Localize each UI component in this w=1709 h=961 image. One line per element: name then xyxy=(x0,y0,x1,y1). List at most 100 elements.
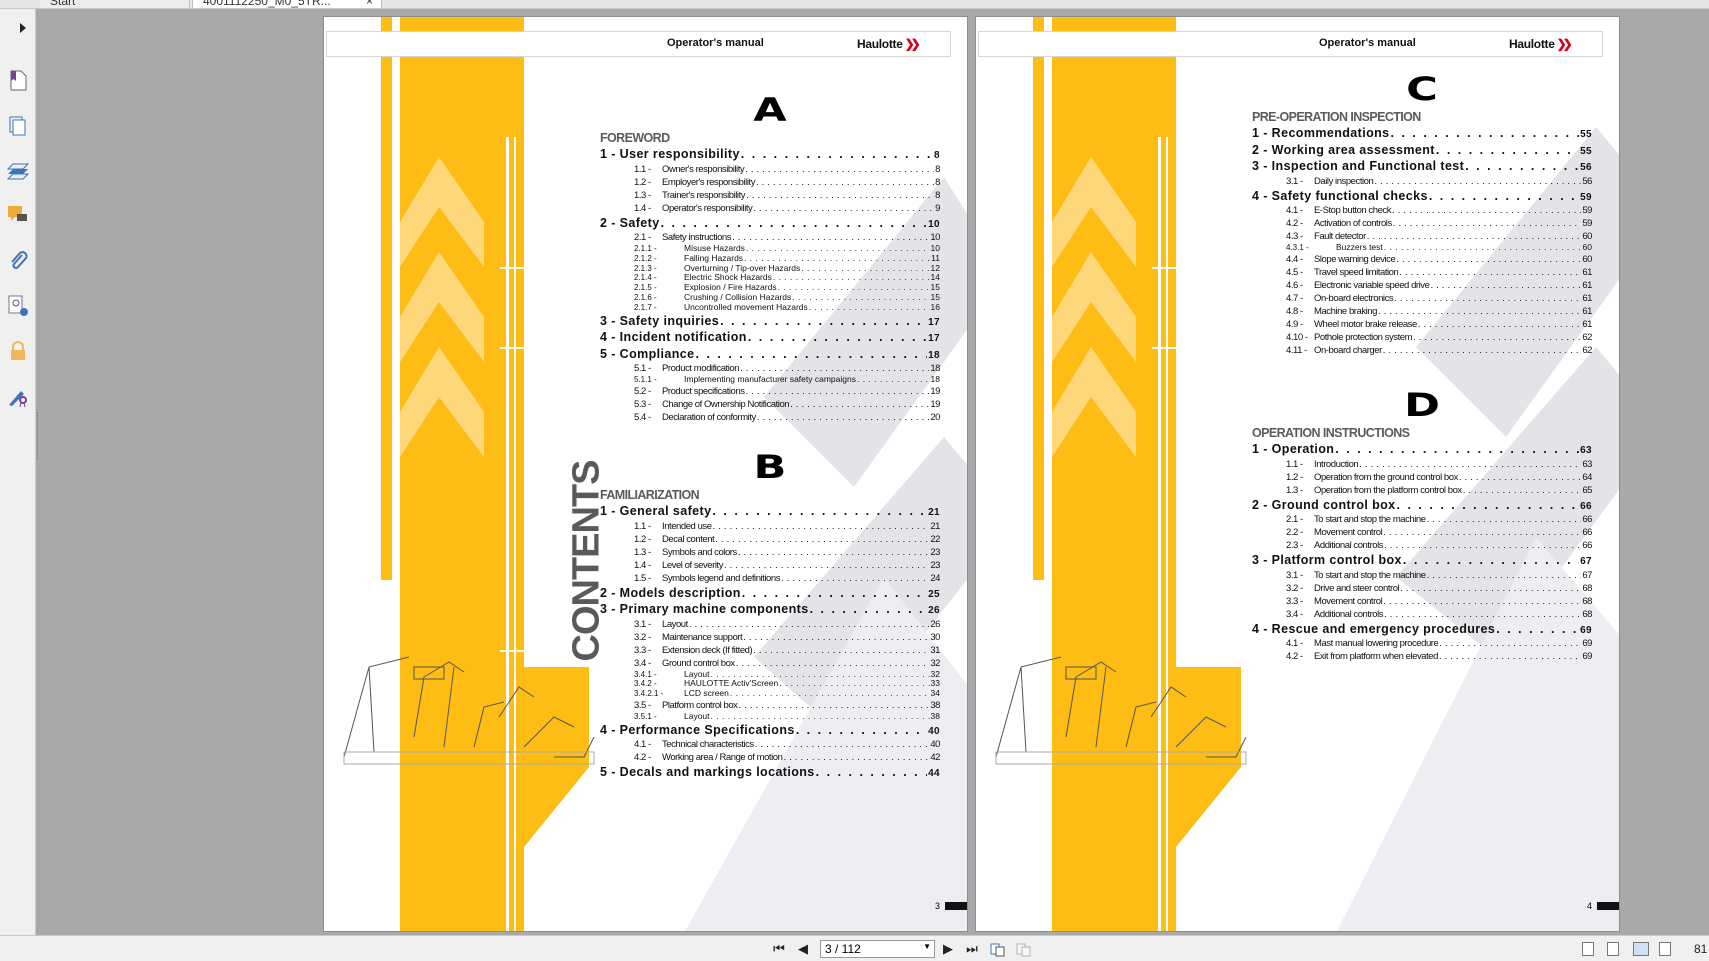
toc-entry-title[interactable]: Additional controls xyxy=(1314,540,1384,551)
toc-entry-title[interactable]: Movement control xyxy=(1314,527,1383,538)
toc-entry-title[interactable]: Introduction xyxy=(1314,458,1359,470)
toc-entry[interactable]: 2.1.4 - Electric Shock Hazards 14 xyxy=(600,273,940,283)
toc-entry-page[interactable]: 40 xyxy=(928,725,940,737)
toc-entry-title[interactable]: Wheel motor brake release xyxy=(1314,318,1417,330)
toc-entry-page[interactable]: 66 xyxy=(1582,527,1592,538)
toc-entry-title[interactable]: E-Stop button check xyxy=(1314,205,1392,216)
toc-entry-title[interactable]: Travel speed limitation xyxy=(1314,266,1399,278)
toc-entry-page[interactable]: 61 xyxy=(1582,266,1592,278)
toc-entry-page[interactable]: 16 xyxy=(930,301,940,312)
toc-entry-title[interactable]: 3 - Inspection and Functional test xyxy=(1252,159,1465,173)
toc-entry-title[interactable]: Activation of controls xyxy=(1314,218,1392,229)
page-number-input[interactable]: 3 / 112 ▼ xyxy=(820,940,935,958)
toc-entry[interactable]: 4.9 - Wheel motor brake release 61 xyxy=(1252,318,1592,331)
toc-entry[interactable]: 2 - Working area assessment 55 xyxy=(1252,142,1592,159)
toc-entry[interactable]: 2.1.5 - Explosion / Fire Hazards 15 xyxy=(600,282,940,293)
certify-icon[interactable] xyxy=(7,386,29,408)
toc-entry[interactable]: 2.1.2 - Falling Hazards 11 xyxy=(600,253,940,264)
toc-entry[interactable]: 4.7 - On-board electronics 61 xyxy=(1252,292,1592,305)
toc-entry-page[interactable]: 19 xyxy=(930,385,940,397)
toc-entry-title[interactable]: On-board electronics xyxy=(1314,292,1394,304)
toc-entry-page[interactable]: 17 xyxy=(928,333,940,345)
toc-entry-page[interactable]: 60 xyxy=(1582,242,1592,252)
toc-entry[interactable]: 2.1.6 - Crushing / Collision Hazards 15 xyxy=(600,291,940,303)
toc-entry-page[interactable]: 15 xyxy=(930,291,940,302)
toc-entry[interactable]: 1.2 - Operation from the ground control b… xyxy=(1252,471,1592,484)
toc-entry-title[interactable]: 1 - User responsibility xyxy=(600,147,740,161)
toc-entry-page[interactable]: 23 xyxy=(930,546,940,558)
toc-entry-page[interactable]: 67 xyxy=(1582,569,1592,581)
toc-entry-page[interactable]: 59 xyxy=(1582,205,1592,216)
toc-entry-title[interactable]: 1 - General safety xyxy=(600,504,712,518)
toc-entry-page[interactable]: 24 xyxy=(930,572,940,584)
toc-entry[interactable]: 4.6 - Electronic variable speed drive 61 xyxy=(1252,279,1592,292)
toc-entry-page[interactable]: 33 xyxy=(930,678,940,689)
toc-entry[interactable]: 1.3 - Symbols and colors 23 xyxy=(600,546,940,559)
toc-entry-title[interactable]: Layout xyxy=(684,668,710,679)
toc-entry[interactable]: 3.2 - Drive and steer control 68 xyxy=(1252,582,1592,595)
pages-icon[interactable] xyxy=(7,115,29,137)
toc-entry-page[interactable]: 21 xyxy=(930,520,940,532)
toc-entry-title[interactable]: Employer's responsibility xyxy=(662,176,755,188)
toc-entry-title[interactable]: Ground control box xyxy=(662,657,735,669)
toc-entry-page[interactable]: 21 xyxy=(928,507,940,518)
toc-entry-page[interactable]: 65 xyxy=(1582,484,1592,496)
toc-entry-page[interactable]: 68 xyxy=(1582,595,1592,607)
toc-entry-page[interactable]: 8 xyxy=(935,189,940,201)
toc-entry-title[interactable]: Additional controls xyxy=(1314,608,1384,620)
toc-entry[interactable]: 5.2 - Product specifications 19 xyxy=(600,385,940,398)
toc-entry-title[interactable]: Layout xyxy=(662,618,688,630)
toc-entry[interactable]: 4 - Incident notification 17 xyxy=(600,329,940,346)
toc-entry[interactable]: 3.3 - Movement control 68 xyxy=(1252,595,1592,608)
toc-entry-page[interactable]: 60 xyxy=(1582,231,1592,242)
toc-entry-page[interactable]: 30 xyxy=(930,631,940,643)
toc-entry-page[interactable]: 59 xyxy=(1580,191,1592,203)
two-page-view-icon[interactable] xyxy=(1633,942,1649,956)
bookmark-icon[interactable] xyxy=(7,69,29,91)
toc-entry-page[interactable]: 62 xyxy=(1582,344,1592,356)
toc-entry-page[interactable]: 10 xyxy=(928,218,940,230)
toc-entry-title[interactable]: Declaration of conformity xyxy=(662,411,756,423)
toc-entry[interactable]: 1.2 - Decal content 22 xyxy=(600,533,940,546)
toc-entry[interactable]: 5.3 - Change of Ownership Notification 19 xyxy=(600,398,940,411)
toc-entry-page[interactable]: 15 xyxy=(930,282,940,293)
toc-entry[interactable]: 1.4 - Operator's responsibility 9 xyxy=(600,202,940,215)
toc-entry-page[interactable]: 23 xyxy=(930,559,940,571)
toc-entry-title[interactable]: 2 - Safety xyxy=(600,215,660,230)
toc-entry-page[interactable]: 67 xyxy=(1580,556,1592,567)
toc-entry[interactable]: 5.4 - Declaration of conformity 20 xyxy=(600,411,940,424)
toc-entry-page[interactable]: 59 xyxy=(1582,218,1592,229)
toc-entry-page[interactable]: 22 xyxy=(930,533,940,545)
toc-entry-title[interactable]: Mast manual lowering procedure xyxy=(1314,638,1439,649)
toc-entry[interactable]: 3.4 - Additional controls 68 xyxy=(1252,608,1592,621)
previous-view-icon[interactable] xyxy=(989,940,1007,958)
two-page-continuous-view-icon[interactable] xyxy=(1659,942,1671,956)
toc-entry-title[interactable]: Operation from the platform control box xyxy=(1314,484,1462,496)
toc-entry[interactable]: 1.3 - Trainer's responsibility 8 xyxy=(600,189,940,202)
toc-entry[interactable]: 2.3 - Additional controls 66 xyxy=(1252,539,1592,552)
toc-entry[interactable]: 2.2 - Movement control 66 xyxy=(1252,526,1592,539)
toc-entry-page[interactable]: 25 xyxy=(928,588,940,600)
toc-entry[interactable]: 5 - Compliance 18 xyxy=(600,346,940,363)
toc-entry[interactable]: 2.1 - Safety instructions 10 xyxy=(600,231,940,244)
lock-icon[interactable] xyxy=(7,340,29,362)
toc-entry-title[interactable]: 4 - Incident notification xyxy=(600,330,747,345)
dropdown-icon[interactable]: ▼ xyxy=(923,942,931,951)
toc-entry-title[interactable]: Electric Shock Hazards xyxy=(684,272,772,283)
toc-entry-page[interactable]: 18 xyxy=(930,363,940,375)
toc-entry[interactable]: 3.4.1 - Layout 32 xyxy=(600,668,940,680)
toc-entry[interactable]: 3.4.2.1 - LCD screen 34 xyxy=(600,688,940,699)
tab-document[interactable]: 4001112250_M0_5TR... × xyxy=(192,0,382,8)
toc-entry-title[interactable]: 2 - Working area assessment xyxy=(1252,142,1435,157)
toc-entry-page[interactable]: 62 xyxy=(1582,331,1592,343)
toc-entry-page[interactable]: 61 xyxy=(1582,305,1592,317)
toc-entry-page[interactable]: 12 xyxy=(930,262,940,273)
toc-entry[interactable]: 2 - Models description 25 xyxy=(600,585,940,602)
toc-entry-title[interactable]: On-board charger xyxy=(1314,344,1382,356)
toc-entry[interactable]: 4 - Performance Specifications 40 xyxy=(600,722,940,739)
toc-entry[interactable]: 4.3.1 - Buzzers test 60 xyxy=(1252,242,1592,253)
toc-entry[interactable]: 2 - Ground control box 66 xyxy=(1252,497,1592,514)
toc-entry-title[interactable]: 4 - Safety functional checks xyxy=(1252,188,1428,203)
toc-entry-title[interactable]: Platform control box xyxy=(662,699,738,711)
toc-entry-page[interactable]: 8 xyxy=(935,176,940,188)
